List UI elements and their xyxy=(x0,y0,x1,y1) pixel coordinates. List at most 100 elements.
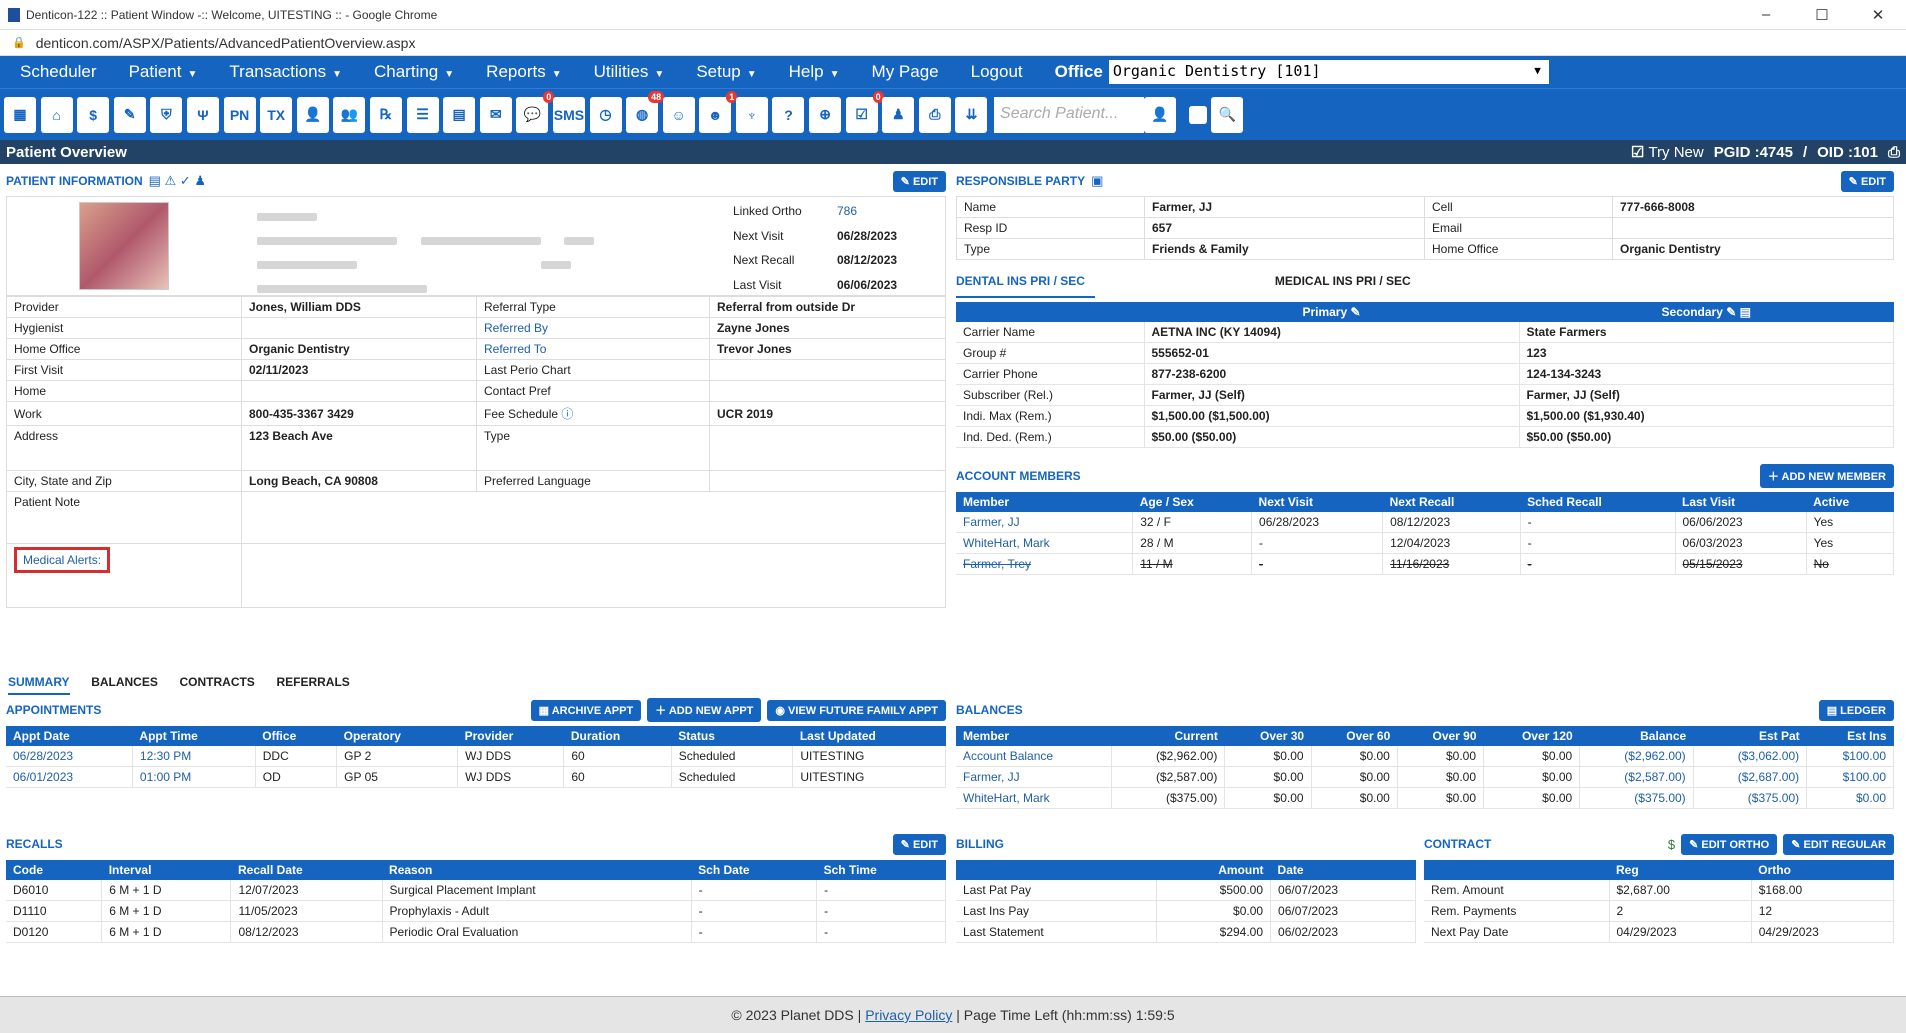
add-new-appt-button[interactable]: ＋ ADD NEW APPT xyxy=(647,698,762,722)
home-icon[interactable]: ⌂ xyxy=(40,96,73,133)
clock-icon[interactable]: ◷ xyxy=(589,96,622,133)
print-icon[interactable]: ⎙ xyxy=(1887,143,1900,161)
add-patient-icon[interactable]: 👤 xyxy=(296,96,329,133)
menu-my-page[interactable]: My Page xyxy=(871,62,939,81)
rx-icon[interactable]: ℞ xyxy=(369,96,402,133)
medical-alerts-link[interactable]: Medical Alerts: xyxy=(14,547,111,573)
menu-scheduler[interactable]: Scheduler xyxy=(20,62,97,81)
privacy-policy-link[interactable]: Privacy Policy xyxy=(865,1007,953,1023)
secondary-carrier-link[interactable]: State Farmers xyxy=(1519,322,1894,343)
edit-recalls-button[interactable]: ✎ EDIT xyxy=(892,833,946,855)
window-title: Denticon-122 :: Patient Window -:: Welco… xyxy=(26,7,438,22)
web-icon[interactable]: ⊕ xyxy=(809,96,842,133)
referred-by-link[interactable]: Referred By xyxy=(476,317,710,339)
edit-regular-button[interactable]: ✎ EDIT REGULAR xyxy=(1783,833,1894,855)
tab-medical-ins[interactable]: MEDICAL INS PRI / SEC xyxy=(1274,274,1411,288)
printer-icon[interactable]: ⎙ xyxy=(918,96,951,133)
table-row[interactable]: 06/28/2023 12:30 PM DDC GP 2 WJ DDS 60 Schedul… xyxy=(6,746,946,767)
table-row[interactable]: 06/01/2023 01:00 PM OD GP 05 WJ DDS 60 Schedul… xyxy=(6,766,946,788)
address-bar[interactable]: 🔒 denticon.com/ASPX/Patients/AdvancedPat… xyxy=(0,30,1906,56)
table-row[interactable]: D6010 6 M + 1 D 12/07/2023 Surgical Placeme… xyxy=(6,880,946,901)
add-new-member-button[interactable]: ＋ ADD NEW MEMBER xyxy=(1759,464,1894,488)
maximize-icon[interactable]: ☐ xyxy=(1815,6,1829,24)
dollar-icon[interactable]: $ xyxy=(77,96,110,133)
linked-ortho-link[interactable]: 786 xyxy=(837,204,858,218)
edit-secondary-icon[interactable]: ✎ ▤ xyxy=(1726,305,1751,319)
edit-primary-icon[interactable]: ✎ xyxy=(1350,305,1361,319)
support-icon[interactable]: ☺ xyxy=(662,96,695,133)
group-icon[interactable]: ♟ xyxy=(882,96,915,133)
try-new-checkbox[interactable]: ☑ Try New xyxy=(1630,144,1704,161)
primary-carrier-link[interactable]: AETNA INC (KY 14094) xyxy=(1144,322,1520,343)
globe-icon[interactable]: ◍ 48 xyxy=(626,90,665,133)
main-menu: Scheduler Patient ▼ Transactions ▼ Chartin… xyxy=(0,56,1906,88)
info-icon[interactable]: ⓘ xyxy=(561,407,574,421)
office-select[interactable]: Organic Dentistry [101] ▼ xyxy=(1108,60,1549,84)
pencil-icon[interactable]: ✎ xyxy=(113,96,146,133)
table-row[interactable]: D1110 6 M + 1 D 11/05/2023 Prophylaxis - Ad… xyxy=(6,900,946,922)
tab-contracts[interactable]: CONTRACTS xyxy=(179,675,255,689)
advanced-search-icon[interactable]: 🔍 xyxy=(1211,96,1244,133)
edit-ortho-button[interactable]: ✎ EDIT ORTHO xyxy=(1681,833,1778,855)
tab-dental-ins[interactable]: DENTAL INS PRI / SEC xyxy=(956,274,1095,298)
pn-icon[interactable]: PN xyxy=(223,96,256,133)
calendar-icon[interactable]: ▦ xyxy=(4,96,36,133)
table-row[interactable]: Farmer, Trey 11 / M -11/16/2023-05/15/2023… xyxy=(956,553,1895,575)
menu-setup[interactable]: Setup ▼ xyxy=(696,62,757,81)
table-row[interactable]: D0120 6 M + 1 D 08/12/2023 Periodic Oral Ev… xyxy=(6,921,946,943)
close-icon[interactable]: ✕ xyxy=(1871,6,1885,24)
page-header: Patient Overview ☑ Try New PGID :4745 / … xyxy=(0,140,1906,164)
tooth-chart-icon[interactable]: ⛨ xyxy=(150,96,183,133)
mail-icon[interactable]: ✉ xyxy=(479,96,512,133)
menu-logout[interactable]: Logout xyxy=(970,62,1023,81)
browser-titlebar: Denticon-122 :: Patient Window -:: Welco… xyxy=(0,0,1906,30)
minimize-icon[interactable]: – xyxy=(1761,5,1771,23)
archive-appt-button[interactable]: ▦ ARCHIVE APPT xyxy=(530,699,642,721)
download-icon[interactable]: ⇊ xyxy=(955,96,988,133)
patient-search-icon[interactable]: 👤 xyxy=(1144,96,1177,133)
referred-to-link[interactable]: Referred To xyxy=(476,338,710,360)
help-icon[interactable]: ? xyxy=(772,96,805,133)
table-row[interactable]: Farmer, JJ 32 / F 06/28/2023 08/12/2023-06/… xyxy=(956,512,1895,533)
search-patient-input[interactable]: Search Patient... xyxy=(994,96,1145,133)
chat-icon[interactable]: 💬 0 xyxy=(516,90,555,133)
menu-patient[interactable]: Patient ▼ xyxy=(128,62,198,81)
edit-responsible-party-button[interactable]: ✎ EDIT xyxy=(1840,170,1894,192)
recalls-table: Code Interval Recall Date Reason Sch Date Sch… xyxy=(6,860,946,943)
ledger-button[interactable]: ▤ LEDGER xyxy=(1818,699,1894,721)
billing-title: BILLING xyxy=(956,837,1004,851)
document-icon[interactable]: ▤ xyxy=(443,96,476,133)
secondary-group-link[interactable]: 123 xyxy=(1519,342,1894,364)
table-row[interactable]: Farmer, JJ ($2,587.00) $0.00 $0.00 $0.00 $0.0… xyxy=(956,766,1894,788)
table-row[interactable]: WhiteHart, Mark 28 / M -12/04/2023-06/03/2… xyxy=(956,532,1895,554)
view-future-family-appt-button[interactable]: ◉ VIEW FUTURE FAMILY APPT xyxy=(767,699,946,721)
user-alert-icon[interactable]: ☻ 1 xyxy=(699,90,738,133)
tab-balances[interactable]: BALANCES xyxy=(91,675,158,689)
money-icon[interactable]: $ xyxy=(1667,836,1676,852)
billing-table: Amount Date Last Pat Pay $500.00 06/07/2023… xyxy=(956,860,1416,943)
tooth-icon[interactable]: ♆ xyxy=(735,96,768,133)
primary-group-link[interactable]: 555652-01 xyxy=(1144,342,1520,364)
notes-icon[interactable]: ☰ xyxy=(406,96,439,133)
footer: © 2023 Planet DDS | Privacy Policy | Pag… xyxy=(0,996,1906,1033)
badge-icon[interactable]: ▣ xyxy=(1091,173,1104,188)
edit-patient-button[interactable]: ✎ EDIT xyxy=(892,170,946,192)
tx-icon[interactable]: TX xyxy=(260,96,293,133)
menu-help[interactable]: Help ▼ xyxy=(788,62,840,81)
checkbox[interactable] xyxy=(1188,105,1207,124)
tab-summary[interactable]: SUMMARY xyxy=(8,675,70,695)
main-content: PATIENT INFORMATION ▤ ⚠ ✓ ♟ ✎ EDIT Linke… xyxy=(0,164,1906,999)
sms-icon[interactable]: SMS xyxy=(552,96,585,133)
menu-utilities[interactable]: Utilities ▼ xyxy=(593,62,665,81)
patient-info-icons[interactable]: ▤ ⚠ ✓ ♟ xyxy=(148,173,206,188)
menu-charting[interactable]: Charting ▼ xyxy=(374,62,455,81)
tab-referrals[interactable]: REFERRALS xyxy=(276,675,350,689)
table-row[interactable]: Account Balance ($2,962.00) $0.00 $0.00 $0.0… xyxy=(956,746,1894,767)
menu-reports[interactable]: Reports ▼ xyxy=(486,62,562,81)
add-family-icon[interactable]: 👥 xyxy=(333,96,366,133)
table-row[interactable]: WhiteHart, Mark ($375.00) $0.00 $0.00 $0.00 $… xyxy=(956,787,1894,809)
perio-icon[interactable]: Ψ xyxy=(186,96,219,133)
menu-transactions[interactable]: Transactions ▼ xyxy=(229,62,342,81)
checklist-icon[interactable]: ☑ 0 xyxy=(845,90,884,133)
balances-title: BALANCES xyxy=(956,703,1023,717)
